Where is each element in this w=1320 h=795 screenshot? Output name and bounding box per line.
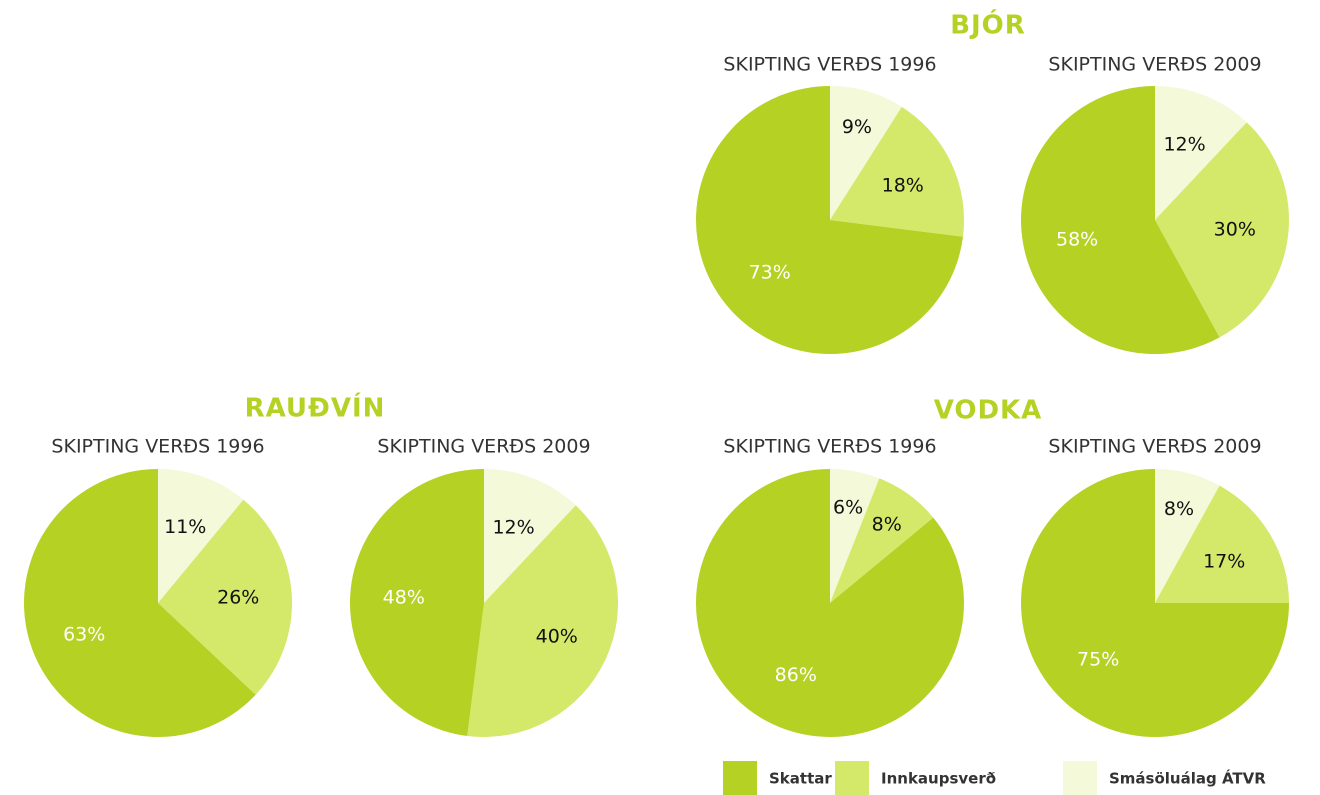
data-label: 86% — [775, 664, 817, 686]
pie-slice — [23, 469, 256, 737]
pie-slice — [695, 469, 964, 737]
pie-slice — [467, 505, 618, 737]
data-label: 12% — [1163, 134, 1205, 156]
pie-title: SKIPTING VERÐS 2009 — [377, 436, 590, 458]
data-label: 75% — [1077, 648, 1119, 670]
data-label: 11% — [164, 516, 206, 538]
pie-slice — [158, 499, 292, 695]
pie-slice — [158, 469, 244, 603]
legend-swatch — [835, 761, 869, 795]
pie-slice — [830, 469, 880, 603]
group-title: VODKA — [934, 396, 1043, 426]
data-label: 18% — [882, 174, 924, 196]
pie-title: SKIPTING VERÐS 1996 — [51, 436, 264, 458]
pie-slice — [1020, 86, 1220, 355]
data-label: 8% — [872, 513, 902, 535]
data-label: 9% — [842, 116, 872, 138]
pie-slice — [1155, 469, 1220, 603]
pie-slice — [696, 86, 963, 355]
pie-slice — [830, 478, 934, 603]
data-label: 40% — [536, 626, 578, 648]
pie-slice — [830, 106, 964, 237]
legend-label: Skattar — [769, 770, 832, 788]
legend-label: Smásöluálag ÁTVR — [1109, 769, 1266, 788]
data-label: 58% — [1056, 228, 1098, 250]
data-label: 73% — [749, 262, 791, 284]
pie-title: SKIPTING VERÐS 2009 — [1048, 54, 1261, 76]
data-label: 8% — [1164, 498, 1194, 520]
pie-slice — [1155, 485, 1289, 603]
pie-slice — [1021, 469, 1289, 737]
pie-title: SKIPTING VERÐS 2009 — [1048, 436, 1261, 458]
pie-title: SKIPTING VERÐS 1996 — [723, 54, 936, 76]
group-title: RAUÐVÍN — [245, 392, 386, 424]
pie-title: SKIPTING VERÐS 1996 — [723, 436, 936, 458]
data-label: 26% — [217, 586, 259, 608]
pie-slice — [830, 86, 902, 220]
pie-slice — [484, 469, 576, 603]
pie-slice — [1155, 122, 1289, 338]
group-title: BJÓR — [950, 9, 1026, 41]
legend-swatch — [723, 761, 757, 795]
data-label: 63% — [63, 623, 105, 645]
legend-swatch — [1063, 761, 1097, 795]
data-label: 17% — [1203, 551, 1245, 573]
pie-slice — [1155, 86, 1247, 220]
data-label: 30% — [1214, 219, 1256, 241]
legend-label: Innkaupsverð — [881, 770, 996, 788]
data-label: 12% — [492, 517, 534, 539]
data-label: 6% — [833, 497, 863, 519]
pie-slice — [350, 469, 484, 736]
data-label: 48% — [383, 586, 425, 608]
